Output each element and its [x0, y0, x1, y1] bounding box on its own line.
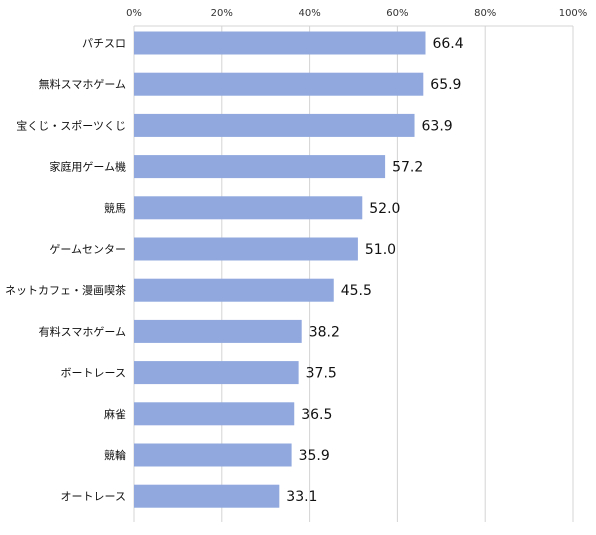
value-label-3: 63.9: [422, 118, 453, 134]
bar-12: [134, 484, 280, 508]
value-label-11: 35.9: [299, 448, 330, 464]
bar-4: [134, 155, 386, 179]
bar-9: [134, 361, 299, 385]
value-label-8: 38.2: [309, 324, 340, 340]
value-label-9: 37.5: [306, 366, 337, 382]
category-label-12: オートレース: [61, 490, 126, 503]
bar-2: [134, 72, 424, 96]
bar-11: [134, 443, 292, 467]
bar-8: [134, 319, 302, 343]
category-label-4: 家庭用ゲーム機: [49, 160, 126, 174]
bar-5: [134, 196, 363, 220]
category-label-10: 麻雀: [104, 407, 126, 421]
x-tick-label-0: 0%: [126, 8, 142, 19]
value-label-6: 51.0: [365, 242, 396, 258]
category-label-2: 無料スマホゲーム: [39, 77, 126, 91]
value-label-2: 65.9: [430, 77, 461, 93]
bar-6: [134, 237, 358, 261]
x-axis-ticks: 0% 20% 40% 60% 80% 100%: [126, 8, 587, 19]
value-label-10: 36.5: [301, 407, 332, 423]
category-label-1: パチスロ: [82, 37, 126, 50]
x-tick-label-40: 40%: [298, 8, 320, 19]
value-label-5: 52.0: [369, 201, 400, 217]
bar-1: [134, 31, 426, 55]
category-label-9: ボートレース: [61, 367, 126, 380]
x-tick-label-20: 20%: [211, 8, 233, 19]
bar-3: [134, 113, 415, 137]
grid-lines: [133, 25, 574, 522]
value-label-7: 45.5: [341, 283, 372, 299]
value-labels: 66.4 65.9 63.9 57.2 52.0 51.0 45.5 38.2 37.5 36.5…: [286, 36, 463, 505]
category-label-11: 競輪: [104, 448, 126, 462]
bars: [134, 31, 426, 508]
value-label-12: 33.1: [286, 489, 317, 505]
x-tick-label-80: 80%: [474, 8, 496, 19]
bar-10: [134, 402, 295, 426]
category-label-6: ゲームセンター: [49, 243, 126, 256]
category-label-3: 宝くじ・スポーツくじ: [16, 118, 126, 132]
category-labels: パチスロ無料スマホゲーム宝くじ・スポーツくじ家庭用ゲーム機競馬ゲームセンターネッ…: [5, 37, 126, 503]
value-label-4: 57.2: [392, 160, 423, 176]
category-label-8: 有料スマホゲーム: [39, 324, 126, 338]
x-tick-label-60: 60%: [386, 8, 408, 19]
x-tick-label-100: 100%: [559, 8, 588, 19]
category-label-7: ネットカフェ・漫画喫茶: [5, 283, 126, 297]
category-label-5: 競馬: [104, 201, 126, 215]
bar-7: [134, 278, 334, 302]
value-label-1: 66.4: [432, 36, 463, 52]
